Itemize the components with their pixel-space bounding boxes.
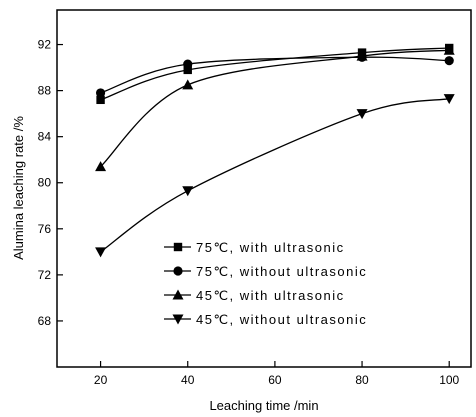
series-2 [95,52,454,98]
legend-label: 75℃, without ultrasonic [196,264,367,279]
data-point [356,109,368,120]
legend-marker [172,289,184,300]
legend: 75℃, with ultrasonic 75℃, without ultraso… [164,240,367,327]
x-tick-label: 40 [181,373,195,387]
legend-label: 75℃, with ultrasonic [196,240,345,255]
data-point [95,161,107,172]
data-point [182,79,194,90]
y-axis-title: Alumina leaching rate /% [11,116,26,260]
legend-marker [172,314,184,325]
data-point [96,95,105,105]
legend-marker [173,242,183,252]
series-3 [95,44,455,172]
axes: 20 40 60 80 100 68 72 76 80 84 88 92 [38,38,460,387]
plot-frame [56,9,472,368]
x-tick-label: 80 [355,373,369,387]
data-point [444,56,454,66]
y-tick-label: 92 [38,38,52,52]
y-tick-label: 84 [38,130,52,144]
y-tick-label: 80 [38,176,52,190]
series-line [100,56,450,94]
y-tick-label: 68 [38,314,52,328]
data-point [443,44,455,55]
series-line [100,47,450,101]
legend-marker [173,266,183,276]
data-point [356,50,368,61]
y-tick-label: 88 [38,84,52,98]
x-tick-label: 20 [94,373,108,387]
data-point [443,94,455,105]
y-tick-label: 76 [38,222,52,236]
data-point [95,247,107,258]
legend-entry-1: 75℃, with ultrasonic [164,240,345,255]
x-axis-title: Leaching time /min [209,398,318,413]
legend-label: 45℃, with ultrasonic [196,288,345,303]
series-line [100,98,450,253]
data-point [182,186,194,197]
x-tick-label: 100 [439,373,459,387]
legend-entry-3: 45℃, with ultrasonic [164,288,345,303]
x-tick-label: 60 [268,373,282,387]
data-point [95,88,106,98]
series-4 [95,94,455,258]
legend-label: 45℃, without ultrasonic [196,312,367,327]
series-line [100,49,450,168]
data-point [183,65,192,75]
legend-entry-4: 45℃, without ultrasonic [164,312,367,327]
series-group [95,43,455,258]
y-tick-label: 72 [38,268,52,282]
data-point [183,59,193,69]
legend-entry-2: 75℃, without ultrasonic [164,264,367,279]
